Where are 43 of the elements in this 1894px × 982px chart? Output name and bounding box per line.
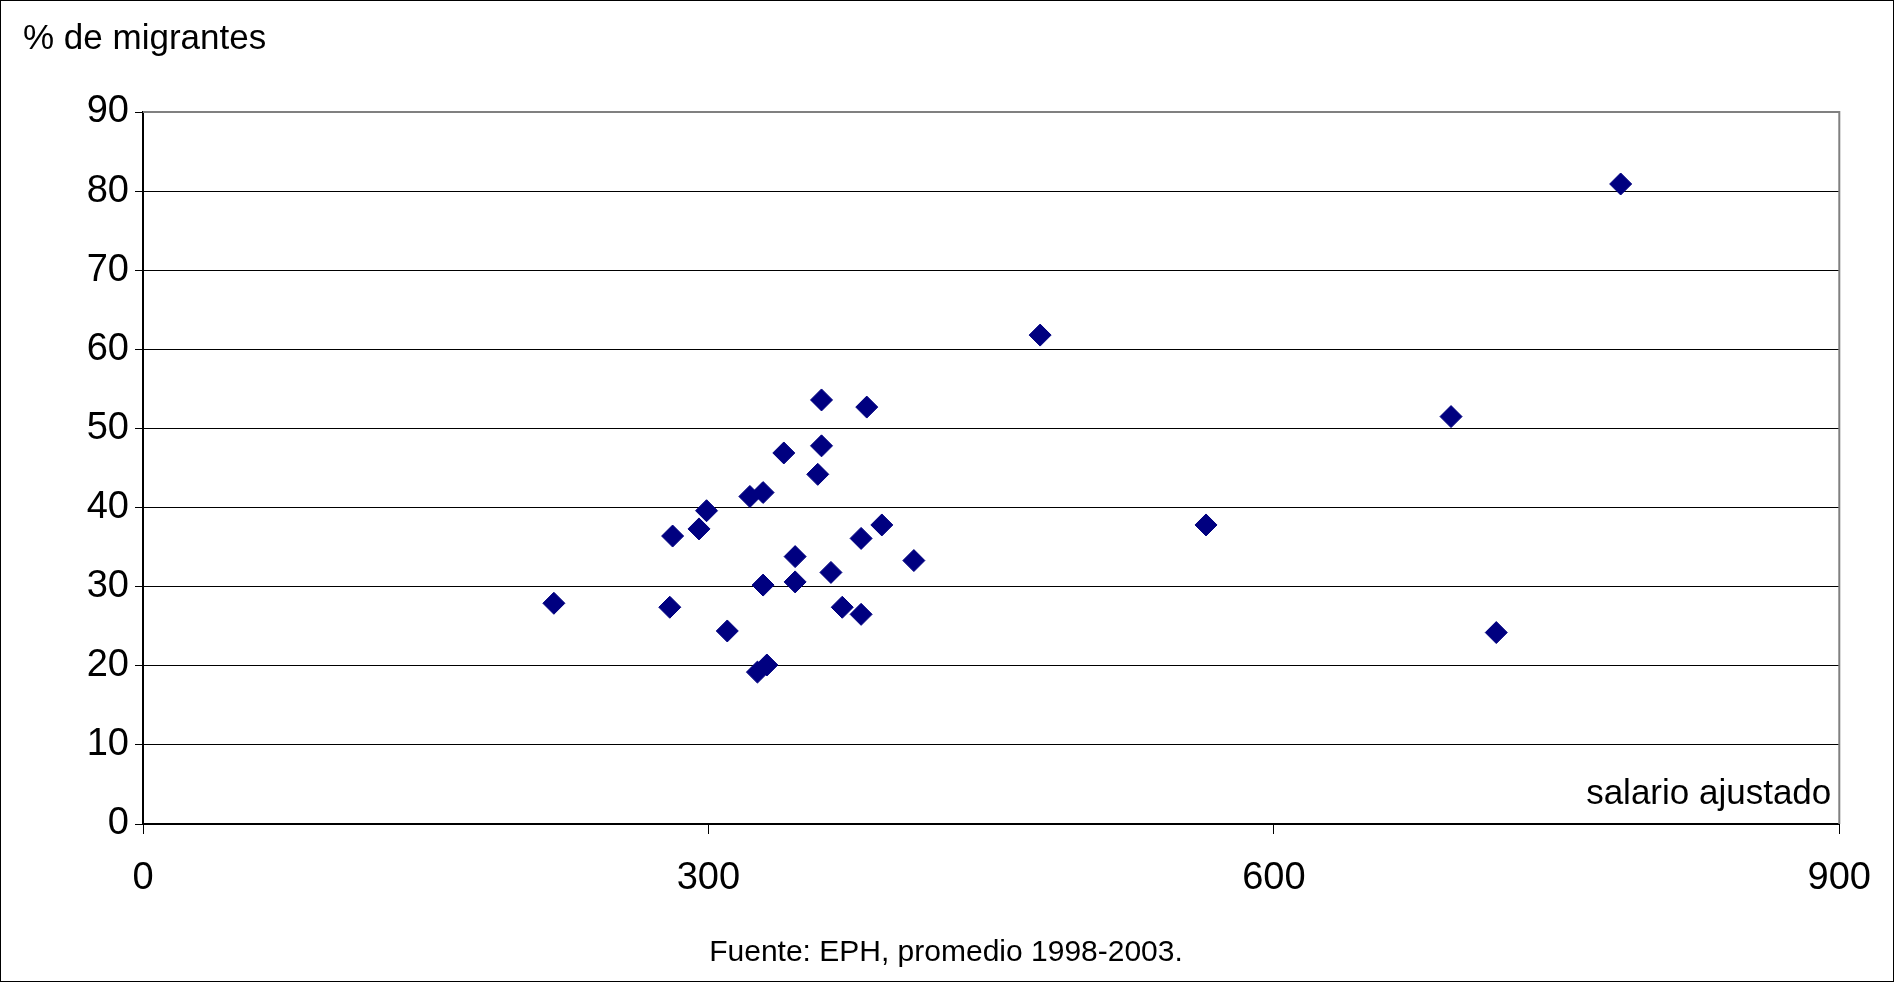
point [658, 595, 682, 619]
y-axis-title: % de migrantes [23, 16, 267, 56]
point [783, 570, 807, 594]
x-tick-label: 300 [676, 855, 741, 898]
y-tick-label: 30 [86, 563, 129, 606]
y-tick-label: 50 [86, 404, 129, 447]
point [715, 619, 739, 643]
y-tick-label: 0 [107, 800, 129, 843]
point [1484, 621, 1508, 645]
point [1439, 405, 1463, 429]
point [772, 441, 796, 465]
point [695, 499, 719, 523]
point [855, 395, 879, 419]
x-tick-label: 900 [1807, 855, 1871, 898]
point [830, 595, 854, 619]
point [751, 481, 775, 505]
y-tick-label: 90 [86, 88, 129, 131]
point [687, 517, 711, 541]
x-tick-label: 600 [1242, 855, 1306, 898]
y-tick-label: 80 [86, 167, 129, 210]
point [783, 545, 807, 569]
point [870, 513, 894, 537]
point [1609, 172, 1633, 196]
y-tick-label: 60 [86, 325, 129, 368]
point [849, 526, 873, 550]
y-tick-label: 70 [86, 246, 129, 289]
point [661, 524, 685, 548]
y-tick-label: 40 [86, 484, 129, 527]
point [819, 560, 843, 584]
point [751, 573, 775, 597]
y-tick-label: 20 [86, 642, 129, 685]
point [902, 549, 926, 573]
point [1028, 323, 1052, 347]
x-axis-title: salario ajustado [1586, 772, 1832, 812]
source-note: Fuente: EPH, promedio 1998-2003. [709, 934, 1183, 968]
point [806, 462, 830, 486]
point [755, 653, 779, 677]
point [542, 591, 566, 615]
point [1194, 513, 1218, 537]
point [849, 602, 873, 626]
y-tick-label: 10 [86, 721, 129, 764]
point [810, 388, 834, 412]
point [810, 434, 834, 458]
